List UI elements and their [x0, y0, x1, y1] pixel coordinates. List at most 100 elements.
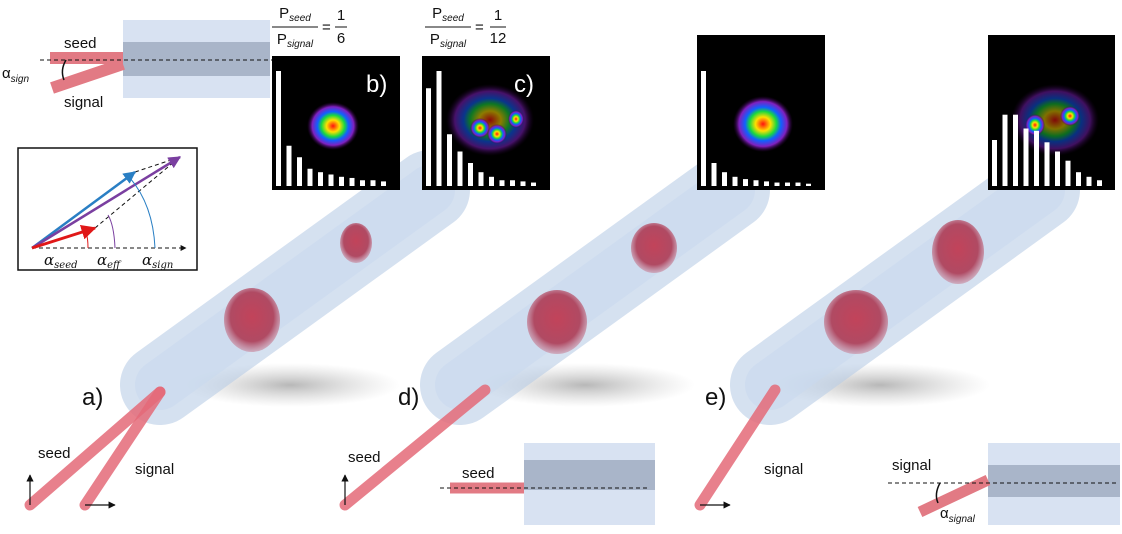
mode-bar	[531, 183, 536, 186]
shape	[160, 190, 430, 385]
mode-bar	[775, 183, 780, 186]
shape	[508, 110, 524, 128]
label-part: α	[940, 505, 949, 522]
fiber-e	[770, 190, 1040, 385]
insets	[272, 35, 1115, 190]
label: c)	[514, 71, 534, 98]
shape	[631, 223, 677, 273]
mode-bar	[806, 184, 811, 186]
label-part: α	[97, 251, 107, 269]
mode-bar	[1034, 131, 1039, 186]
shape: Pseed Psignal = 1 6 Pseed Psignal = 1 12	[272, 5, 506, 50]
label-part: signal	[440, 39, 467, 50]
mode-bar	[1076, 172, 1081, 186]
label-part: signal	[949, 514, 976, 525]
shape	[340, 223, 372, 263]
mode-bar	[701, 71, 706, 186]
mode-bar	[479, 172, 484, 186]
label-part: P	[277, 31, 287, 48]
shape	[307, 102, 359, 150]
shape	[988, 465, 1120, 497]
page: Fiber mode excitation figure { "panel_la…	[0, 0, 1122, 529]
label: b)	[366, 71, 387, 98]
mode-bar	[360, 180, 365, 186]
mode-bar	[1055, 152, 1060, 187]
mode-bar	[712, 163, 717, 186]
shape	[460, 190, 730, 385]
label: =	[475, 19, 484, 36]
shape	[733, 96, 793, 152]
mode-bar	[785, 183, 790, 186]
mode-bar	[350, 178, 355, 186]
shape: αsignal	[940, 505, 976, 525]
shape: Pseed	[279, 5, 311, 24]
mode-bar	[339, 177, 344, 186]
fiber-d	[460, 190, 730, 385]
label: signal	[892, 457, 931, 474]
label: d)	[398, 384, 419, 411]
label-part: seed	[289, 13, 311, 24]
mode-bar	[743, 179, 748, 186]
mode-bar	[318, 172, 323, 186]
mode-bar	[371, 180, 376, 186]
shape	[527, 290, 587, 354]
shape	[470, 118, 490, 138]
label: seed	[348, 449, 381, 466]
label: seed	[38, 445, 71, 462]
label: 1	[337, 7, 345, 24]
shape: Pseed	[432, 5, 464, 24]
shape	[920, 480, 988, 512]
mode-bar	[1066, 161, 1071, 186]
mode-bar	[489, 177, 494, 186]
figure: seed signal αsign αseed αeff αsign Pseed…	[0, 0, 1122, 529]
mode-bar	[437, 71, 442, 186]
mode-bar	[447, 134, 452, 186]
label: signal	[135, 461, 174, 478]
label-part: sign	[152, 260, 173, 271]
label: 12	[490, 30, 507, 47]
mode-bar	[1045, 142, 1050, 186]
mode-bar	[1003, 115, 1008, 186]
mode-bar	[510, 180, 515, 186]
label-part: α	[2, 65, 11, 82]
fiber-a	[160, 190, 430, 385]
mode-bar	[276, 71, 281, 186]
mode-bar	[1087, 177, 1092, 186]
mode-bar	[500, 180, 505, 186]
label: seed	[64, 35, 97, 52]
label: e)	[705, 384, 726, 411]
label: 1	[494, 7, 502, 24]
label: a)	[82, 384, 103, 411]
mode-bar	[458, 152, 463, 187]
label-part: P	[430, 31, 440, 48]
mode-bar	[521, 181, 526, 186]
mode-bar	[287, 146, 292, 186]
bottom-d-coupling	[440, 443, 655, 525]
label-part: seed	[442, 13, 464, 24]
label: seed	[462, 465, 495, 482]
mode-bar	[733, 177, 738, 186]
mode-bar	[992, 140, 997, 186]
shape	[932, 220, 984, 284]
bottom-e-coupling	[888, 443, 1120, 525]
shape	[1060, 106, 1080, 126]
shape	[123, 42, 270, 76]
label: =	[322, 19, 331, 36]
label: signal	[64, 94, 103, 111]
shape	[487, 124, 507, 144]
mode-bar	[468, 163, 473, 186]
label: signal	[764, 461, 803, 478]
mode-bar	[754, 180, 759, 186]
body: seed signal αsign αseed αeff αsign Pseed…	[0, 0, 1122, 529]
mode-bar	[722, 172, 727, 186]
shape	[524, 460, 655, 490]
mode-bar	[796, 183, 801, 186]
top-left-coupling	[40, 20, 275, 98]
mode-bar	[381, 181, 386, 186]
mode-bar	[426, 88, 431, 186]
mode-bar	[329, 175, 334, 187]
label-part: α	[44, 251, 54, 269]
shape: Psignal	[430, 31, 467, 50]
shape	[824, 290, 888, 354]
mode-bar	[764, 181, 769, 186]
